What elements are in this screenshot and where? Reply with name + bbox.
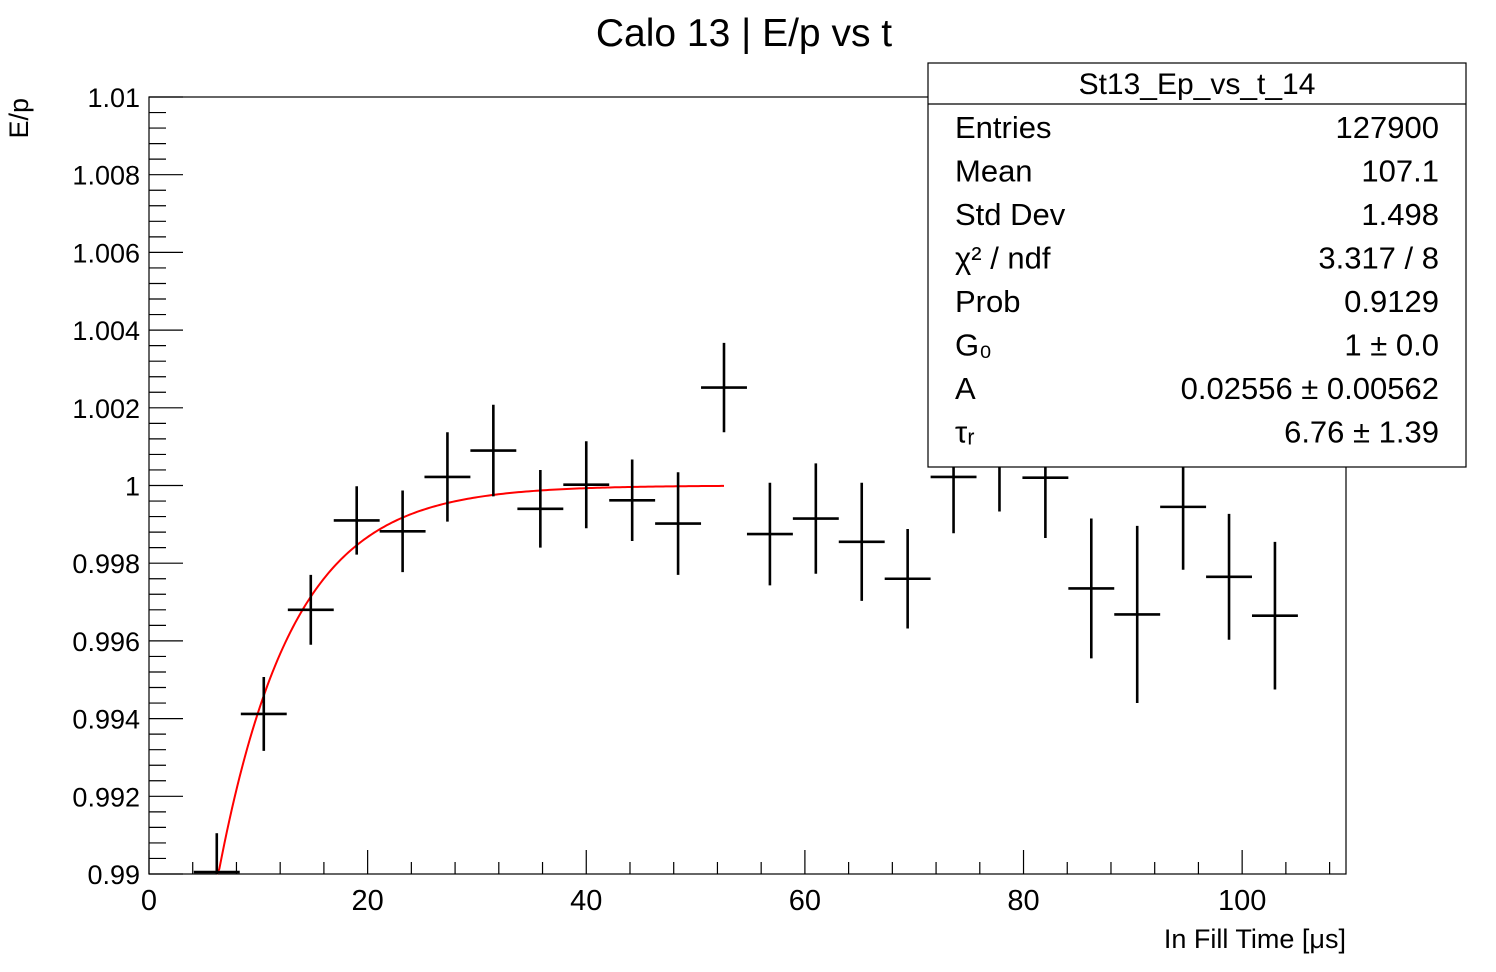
stats-row-label: χ² / ndf [955, 241, 1051, 276]
stats-row-label: τᵣ [955, 415, 975, 450]
data-point [424, 432, 471, 522]
x-tick-label: 80 [1007, 885, 1039, 917]
stats-box-title: St13_Ep_vs_t_14 [1079, 68, 1316, 101]
data-point [792, 463, 839, 574]
y-tick-label: 1.004 [72, 316, 140, 346]
data-point [517, 469, 564, 548]
y-tick-label: 1.002 [72, 394, 140, 424]
y-tick-label: 0.998 [72, 549, 140, 579]
data-point [333, 486, 380, 555]
y-tick-label: 0.994 [72, 705, 140, 735]
data-point [609, 459, 656, 542]
chart-title: Calo 13 | E/p vs t [596, 12, 892, 55]
stats-row-value: 127900 [1336, 110, 1439, 145]
data-point [884, 529, 931, 629]
stats-box [927, 62, 1467, 468]
y-tick-label: 1.01 [87, 83, 140, 113]
y-tick-label: 0.99 [87, 860, 140, 890]
stats-row-label: Std Dev [955, 197, 1066, 232]
y-tick-label: 0.992 [72, 782, 140, 812]
stats-row-label: Prob [955, 284, 1020, 319]
y-tick-label: 1.008 [72, 161, 140, 191]
stats-row-value: 0.9129 [1344, 284, 1439, 319]
x-tick-label: 0 [141, 885, 157, 917]
data-point [701, 342, 747, 433]
stats-row-label: A [955, 371, 976, 406]
x-tick-label: 40 [570, 885, 602, 917]
x-axis-label: In Fill Time [μs] [1164, 924, 1346, 954]
stats-row-value: 0.02556 ± 0.00562 [1181, 371, 1439, 406]
data-point [470, 404, 517, 497]
data-point [1251, 541, 1298, 690]
stats-row-label: Mean [955, 154, 1033, 189]
data-point [1206, 513, 1252, 640]
data-point [379, 490, 426, 573]
y-tick-label: 1 [125, 472, 140, 502]
data-point [1114, 525, 1161, 704]
stats-row-value: 3.317 / 8 [1318, 241, 1439, 276]
x-tick-label: 100 [1218, 885, 1266, 917]
data-point [240, 677, 287, 751]
data-point [838, 482, 885, 601]
data-point [655, 472, 702, 575]
stats-row-value: 107.1 [1361, 154, 1439, 189]
stats-row-value: 6.76 ± 1.39 [1284, 415, 1439, 450]
y-axis-label: E/p [4, 98, 34, 139]
y-tick-label: 0.996 [72, 627, 140, 657]
data-point [193, 833, 240, 874]
data-point [746, 482, 793, 586]
data-point [287, 574, 334, 645]
x-tick-label: 60 [789, 885, 821, 917]
stats-row-label: G₀ [955, 328, 992, 363]
data-point [563, 441, 610, 529]
fit-curve [215, 484, 725, 875]
stats-row-value: 1.498 [1361, 197, 1439, 232]
data-point [1068, 518, 1115, 659]
x-tick-label: 20 [351, 885, 383, 917]
y-tick-label: 1.006 [72, 238, 140, 268]
stats-row-value: 1 ± 0.0 [1344, 328, 1439, 363]
stats-row-label: Entries [955, 110, 1051, 145]
